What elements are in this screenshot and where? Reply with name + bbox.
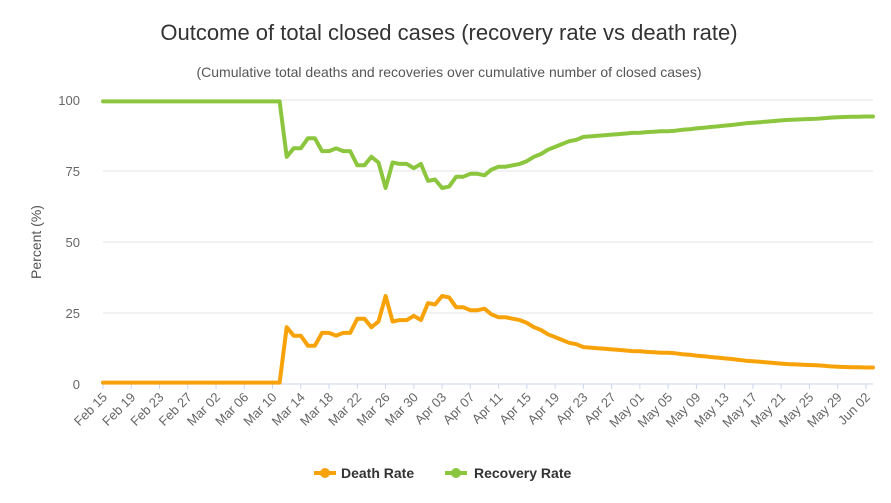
legend-death-rate-marker — [320, 468, 330, 478]
legend-item-recovery-rate[interactable]: Recovery Rate — [445, 465, 571, 481]
y-tick-labels: 0 25 50 75 100 — [58, 93, 80, 392]
chart-title: Outcome of total closed cases (recovery … — [160, 20, 737, 45]
x-tick-label: Apr 07 — [440, 390, 478, 428]
y-tick-label: 100 — [58, 93, 80, 108]
y-tick-label: 25 — [66, 306, 80, 321]
series-lines — [101, 99, 875, 385]
legend-item-death-rate[interactable]: Death Rate — [314, 465, 414, 481]
legend-death-rate-label: Death Rate — [341, 465, 414, 481]
y-tick-label: 50 — [66, 235, 80, 250]
legend: Death Rate Recovery Rate — [314, 465, 571, 481]
y-axis-label: Percent (%) — [28, 205, 44, 279]
legend-recovery-rate-marker — [451, 468, 461, 478]
series-line-death-rate[interactable] — [101, 294, 875, 385]
x-tick-label: Jun 02 — [835, 390, 873, 428]
y-tick-label: 0 — [73, 377, 80, 392]
series-line-recovery-rate[interactable] — [101, 99, 875, 190]
gridlines — [103, 99, 873, 385]
y-tick-label: 75 — [66, 164, 80, 179]
chart-subtitle: (Cumulative total deaths and recoveries … — [196, 64, 701, 80]
legend-recovery-rate-label: Recovery Rate — [474, 465, 571, 481]
